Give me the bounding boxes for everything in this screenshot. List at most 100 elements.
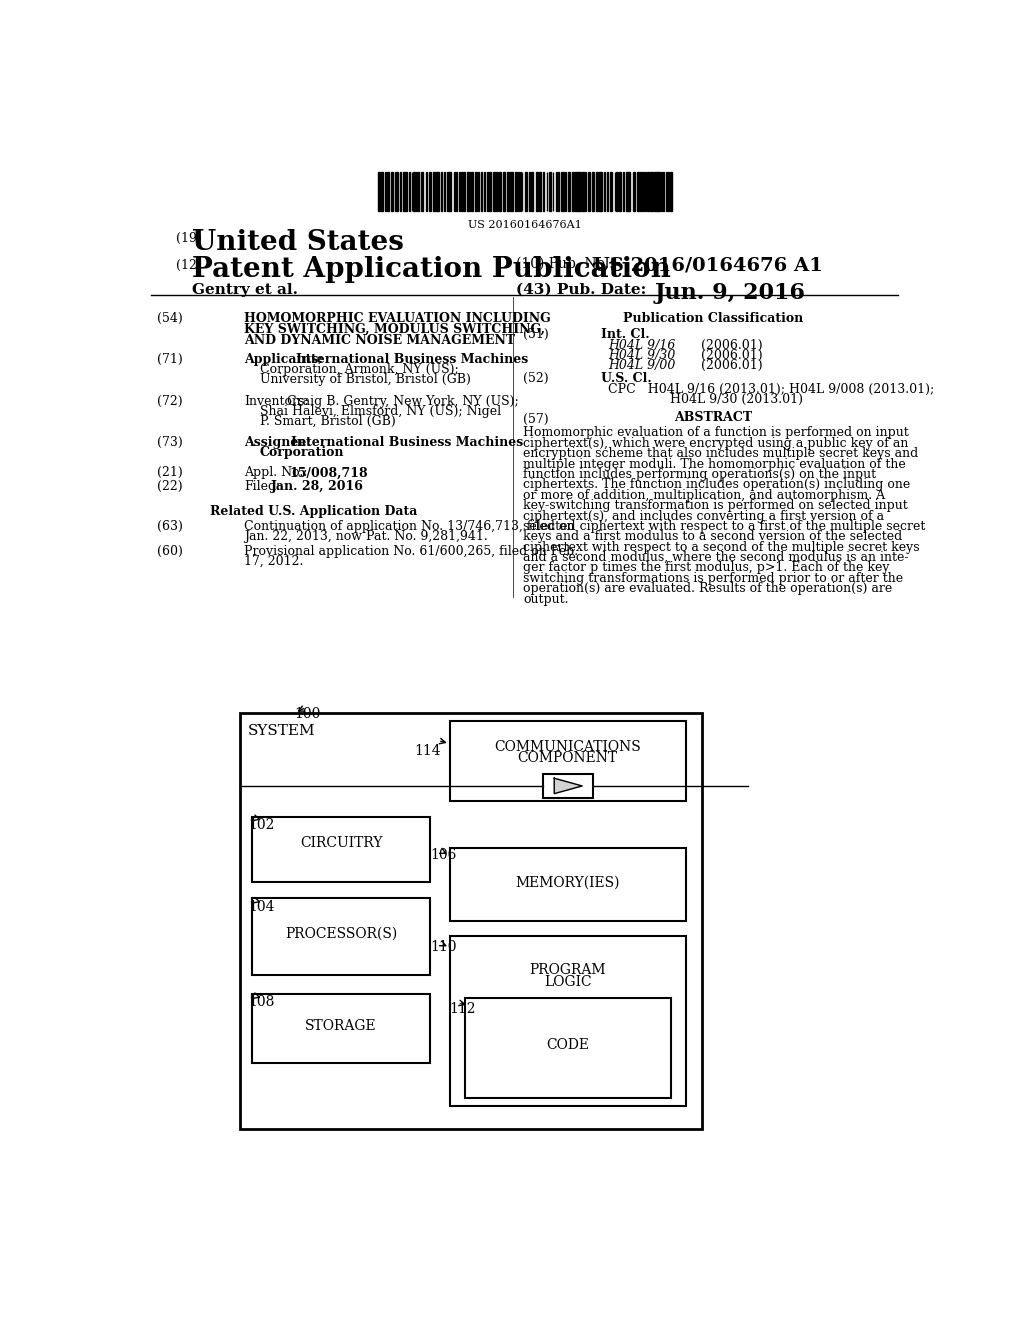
- Bar: [471, 173, 473, 211]
- Text: (63): (63): [158, 520, 183, 533]
- Text: (12): (12): [176, 259, 202, 272]
- Text: (22): (22): [158, 480, 183, 494]
- Bar: [459, 173, 461, 211]
- Bar: [627, 173, 629, 211]
- Text: Int. Cl.: Int. Cl.: [601, 327, 649, 341]
- Bar: [447, 173, 450, 211]
- Bar: [414, 173, 415, 211]
- Text: US 2016/0164676 A1: US 2016/0164676 A1: [593, 256, 823, 275]
- Bar: [432, 173, 435, 211]
- Text: (2006.01): (2006.01): [701, 359, 763, 372]
- Text: 102: 102: [248, 817, 274, 832]
- Text: Corporation: Corporation: [260, 446, 344, 458]
- Text: output.: output.: [523, 593, 568, 606]
- Text: 15/008,718: 15/008,718: [289, 466, 368, 479]
- Text: ciphertexts. The function includes operation(s) including one: ciphertexts. The function includes opera…: [523, 478, 910, 491]
- Bar: [640, 173, 642, 211]
- Text: PROCESSOR(S): PROCESSOR(S): [285, 927, 397, 941]
- Text: US 20160164676A1: US 20160164676A1: [468, 220, 582, 230]
- Text: KEY SWITCHING, MODULUS SWITCHING,: KEY SWITCHING, MODULUS SWITCHING,: [245, 323, 545, 337]
- Bar: [496, 173, 498, 211]
- Bar: [252, 817, 430, 882]
- Bar: [403, 173, 404, 211]
- Text: ciphertext(s), which were encrypted using a public key of an: ciphertext(s), which were encrypted usin…: [523, 437, 908, 450]
- Bar: [633, 173, 635, 211]
- Text: H04L 9/16: H04L 9/16: [608, 339, 676, 351]
- Bar: [456, 173, 458, 211]
- Text: function includes performing operations(s) on the input: function includes performing operations(…: [523, 469, 877, 480]
- Text: Publication Classification: Publication Classification: [623, 313, 803, 326]
- Text: multiple integer moduli. The homomorphic evaluation of the: multiple integer moduli. The homomorphic…: [523, 458, 906, 470]
- Bar: [493, 173, 495, 211]
- Text: U.S. Cl.: U.S. Cl.: [601, 372, 651, 384]
- Bar: [450, 936, 686, 1106]
- Text: Assignee:: Assignee:: [245, 436, 311, 449]
- Bar: [583, 173, 585, 211]
- Text: 104: 104: [248, 900, 274, 913]
- Text: (2006.01): (2006.01): [701, 339, 763, 351]
- Text: LOGIC: LOGIC: [544, 974, 592, 989]
- Text: COMMUNICATIONS: COMMUNICATIONS: [495, 739, 641, 754]
- Text: (57): (57): [523, 412, 549, 425]
- Text: Related U.S. Application Data: Related U.S. Application Data: [210, 506, 418, 517]
- Bar: [637, 173, 639, 211]
- Bar: [252, 898, 430, 974]
- Bar: [549, 173, 551, 211]
- Bar: [477, 173, 479, 211]
- Bar: [670, 173, 672, 211]
- Text: CPC   H04L 9/16 (2013.01); H04L 9/008 (2013.01);: CPC H04L 9/16 (2013.01); H04L 9/008 (201…: [608, 383, 935, 396]
- Text: Patent Application Publication: Patent Application Publication: [191, 256, 671, 284]
- Text: P. Smart, Bristol (GB): P. Smart, Bristol (GB): [260, 414, 395, 428]
- Bar: [450, 847, 686, 921]
- Bar: [241, 713, 701, 1129]
- Bar: [544, 775, 593, 797]
- Text: (54): (54): [158, 313, 183, 326]
- Bar: [610, 173, 612, 211]
- Text: key-switching transformation is performed on selected input: key-switching transformation is performe…: [523, 499, 908, 512]
- Bar: [561, 173, 563, 211]
- Text: selected ciphertext with respect to a first of the multiple secret: selected ciphertext with respect to a fi…: [523, 520, 926, 533]
- Text: keys and a first modulus to a second version of the selected: keys and a first modulus to a second ver…: [523, 531, 902, 544]
- Text: (10) Pub. No.:: (10) Pub. No.:: [515, 256, 613, 271]
- Bar: [596, 173, 598, 211]
- Bar: [588, 173, 590, 211]
- Text: (73): (73): [158, 436, 183, 449]
- Bar: [507, 173, 509, 211]
- Bar: [489, 173, 492, 211]
- Text: 106: 106: [430, 847, 457, 862]
- Text: H04L 9/30 (2013.01): H04L 9/30 (2013.01): [671, 392, 804, 405]
- Text: (19): (19): [176, 231, 202, 244]
- Text: Applicants:: Applicants:: [245, 354, 324, 366]
- Bar: [572, 173, 574, 211]
- Text: Continuation of application No. 13/746,713, filed on: Continuation of application No. 13/746,7…: [245, 520, 574, 533]
- Text: Jan. 28, 2016: Jan. 28, 2016: [271, 480, 365, 494]
- Bar: [464, 173, 465, 211]
- Bar: [483, 173, 485, 211]
- Text: (21): (21): [158, 466, 183, 479]
- Text: CIRCUITRY: CIRCUITRY: [300, 836, 382, 850]
- Bar: [409, 173, 410, 211]
- Bar: [378, 173, 380, 211]
- Text: switching transformations is performed prior to or after the: switching transformations is performed p…: [523, 572, 903, 585]
- Bar: [450, 721, 686, 801]
- Text: CODE: CODE: [547, 1039, 590, 1052]
- Text: ABSTRACT: ABSTRACT: [674, 411, 753, 424]
- Text: (71): (71): [158, 354, 183, 366]
- Text: or more of addition, multiplication, and automorphism. A: or more of addition, multiplication, and…: [523, 488, 886, 502]
- Bar: [436, 173, 438, 211]
- Bar: [647, 173, 649, 211]
- Text: 112: 112: [450, 1002, 476, 1015]
- Bar: [503, 173, 506, 211]
- Bar: [426, 173, 427, 211]
- Text: Corporation, Armonk, NY (US);: Corporation, Armonk, NY (US);: [260, 363, 459, 376]
- Bar: [666, 173, 668, 211]
- Text: United States: United States: [191, 230, 403, 256]
- Text: 114: 114: [415, 743, 441, 758]
- Text: (51): (51): [523, 327, 549, 341]
- Bar: [536, 173, 538, 211]
- Text: Filed:: Filed:: [245, 480, 281, 494]
- Bar: [475, 173, 477, 211]
- Polygon shape: [554, 779, 583, 793]
- Bar: [643, 173, 644, 211]
- Text: Gentry et al.: Gentry et al.: [191, 284, 298, 297]
